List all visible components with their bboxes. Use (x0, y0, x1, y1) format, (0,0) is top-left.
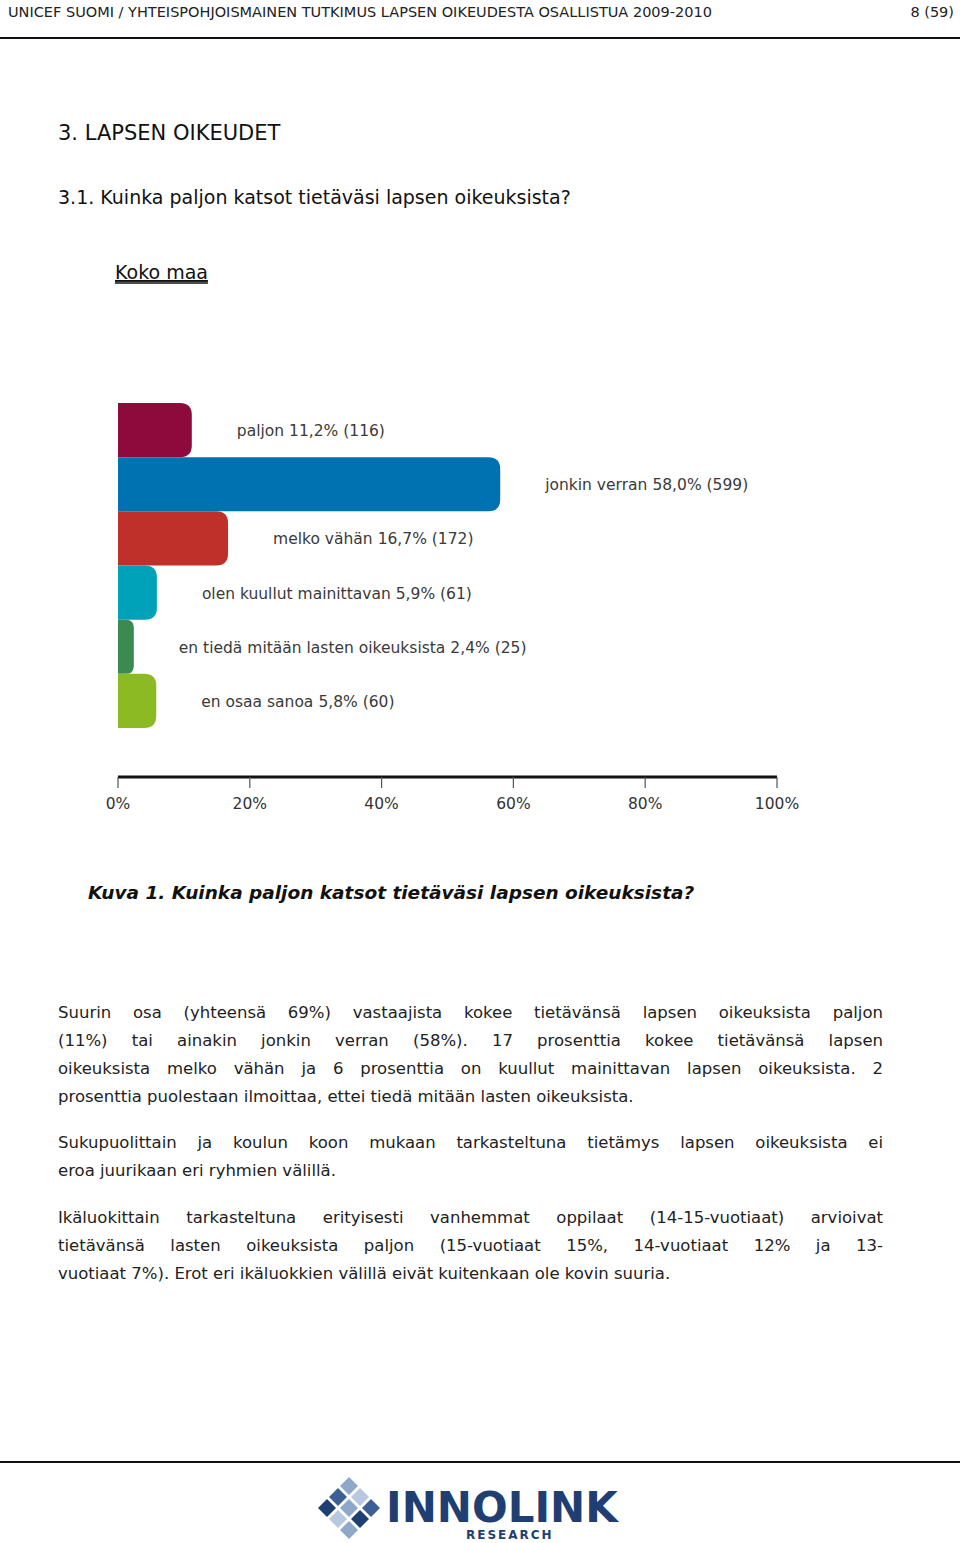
logo-diamond (340, 1521, 358, 1539)
value-label: 5,9% (61) (396, 585, 472, 603)
bar-label: en osaa sanoa 5,8% (60) (201, 693, 394, 711)
tick-mark (249, 777, 250, 788)
paragraph-line: oikeuksista melko vähän ja 6 prosenttia … (58, 1055, 883, 1083)
logo-icon (318, 1477, 380, 1539)
bars (118, 403, 500, 728)
header-title: UNICEF SUOMI / YHTEISPOHJOISMAINEN TUTKI… (8, 1, 712, 23)
value-label: 5,8% (60) (318, 693, 394, 711)
paragraph-line: Sukupuolittain ja koulun koon mukaan tar… (58, 1129, 883, 1157)
logo-diamond (340, 1477, 358, 1495)
data-labels: paljon 11,2% (116) jonkin verran 58,0% (599… (179, 422, 748, 711)
page: {"header": {"title": "UNICEF SUOMI / YHT… (0, 0, 960, 1543)
bar-label: melko vähän 16,7% (172) (273, 530, 473, 548)
tick-label: 40% (364, 795, 398, 813)
tick-mark (117, 777, 118, 788)
logo-diamond (362, 1499, 380, 1517)
paragraph-line: vuotiaat 7%). Erot eri ikäluokkien välil… (58, 1260, 883, 1288)
bar (118, 457, 500, 511)
bar-label: en tiedä mitään lasten oikeuksista2,4% (… (179, 639, 527, 657)
axis-line (118, 776, 777, 779)
logo-subtitle: RESEARCH (466, 1528, 554, 1542)
section-title: 3. LAPSEN OIKEUDET (58, 119, 280, 147)
paragraph-line: prosenttia puolestaan ilmoittaa, ettei t… (58, 1083, 883, 1111)
x-axis: 0% 20% 40% 60% 80% 100% (106, 777, 799, 813)
tick-label: 100% (755, 795, 799, 813)
category-label: en tiedä mitään lasten oikeuksista (179, 639, 446, 657)
bar (118, 566, 157, 620)
tick-label: 20% (233, 795, 267, 813)
tick-mark (645, 777, 646, 788)
category-label: jonkin verran (544, 476, 647, 494)
subsection-title: 3.1. Kuinka paljon katsot tietäväsi laps… (58, 183, 571, 211)
bar (118, 403, 192, 457)
footer-rule (0, 1461, 960, 1463)
bar-label: paljon 11,2% (116) (237, 422, 385, 440)
paragraph-line: (11%) tai ainakin jonkin verran (58%). 1… (58, 1027, 883, 1055)
category-label: melko vähän (273, 530, 373, 548)
category-label: en osaa sanoa (201, 693, 313, 711)
logo-text: INNOLINK (386, 1483, 619, 1532)
page-number: 8 (59) (910, 1, 954, 23)
category-label: olen kuullut mainittavan (202, 585, 391, 603)
logo-diamond (340, 1499, 358, 1517)
logo-diamond (329, 1510, 347, 1528)
value-label: 11,2% (116) (289, 422, 385, 440)
tick-mark (381, 777, 382, 788)
category-label: paljon (237, 422, 284, 440)
tick-mark (513, 777, 514, 788)
bar (118, 620, 134, 674)
bar-label: olen kuullut mainittavan 5,9% (61) (202, 585, 472, 603)
paragraph-line: eroa juurikaan eri ryhmien välillä. (58, 1157, 883, 1185)
chart: Koko maa paljon 11,2% (116) jonkin verran 58… (0, 0, 960, 1543)
paragraph-line: Suurin osa (yhteensä 69%) vastaajista ko… (58, 999, 883, 1027)
value-label: 2,4% (25) (450, 639, 526, 657)
caption: Kuva 1. Kuinka paljon katsot tietäväsi l… (88, 879, 694, 907)
tick-label: 80% (628, 795, 662, 813)
title-underline (115, 282, 208, 283)
tick-label: 0% (106, 795, 131, 813)
logo-diamond (329, 1488, 347, 1506)
tick-label: 60% (496, 795, 530, 813)
tick-mark (776, 777, 777, 788)
header-rule (0, 37, 960, 39)
logo-diamond (351, 1488, 369, 1506)
value-label: 16,7% (172) (378, 530, 474, 548)
bar (118, 511, 228, 565)
paragraph-line: tietävänsä lasten oikeuksista paljon (15… (58, 1232, 883, 1260)
logo-diamond (351, 1510, 369, 1528)
logo: INNOLINKRESEARCH (0, 1460, 960, 1543)
bar (118, 674, 156, 728)
value-label: 58,0% (599) (652, 476, 748, 494)
paragraph-line: Ikäluokittain tarkasteltuna erityisesti … (58, 1204, 883, 1232)
bar-label: jonkin verran 58,0% (599) (544, 476, 748, 494)
chart-title: Koko maa (115, 261, 208, 283)
logo-diamond (318, 1499, 336, 1517)
